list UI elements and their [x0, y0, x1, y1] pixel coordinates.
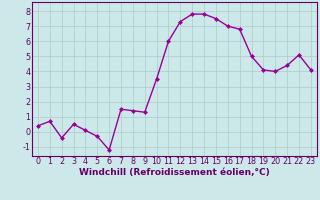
X-axis label: Windchill (Refroidissement éolien,°C): Windchill (Refroidissement éolien,°C)	[79, 168, 270, 177]
